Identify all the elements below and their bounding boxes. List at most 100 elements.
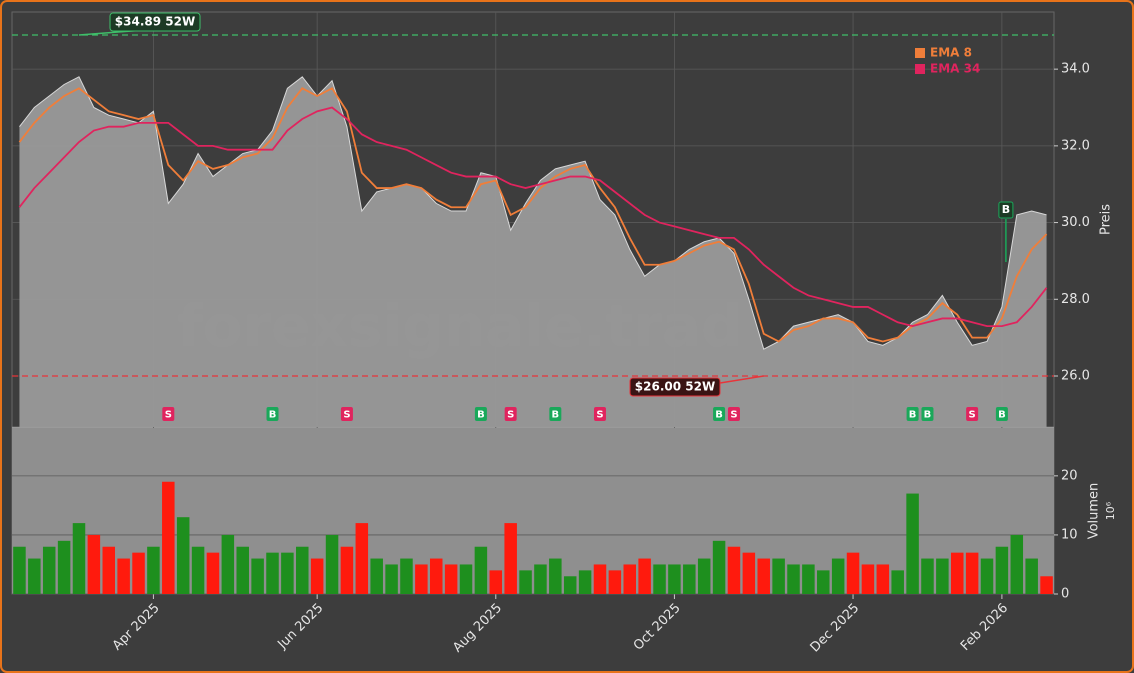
volume-bar [861,564,875,594]
volume-bar [608,570,622,594]
volume-bar [980,558,994,594]
volume-bar [995,546,1009,594]
volume-bar [340,546,354,594]
signal-label: B [924,410,932,421]
volume-bar [117,558,130,594]
signal-label: B [998,410,1006,421]
volume-bar [697,558,711,594]
signal-box [474,407,487,421]
signal-label: B [552,410,560,421]
volume-bar [504,523,517,594]
volume-bar [921,558,934,594]
level-arrow [719,375,764,384]
signal-box [504,407,517,421]
signal-box [713,407,726,421]
volume-bar [221,534,235,594]
volume-bar [519,570,532,594]
volume-bar [653,564,666,594]
volume-bar [712,540,726,594]
volume-bar [57,540,71,594]
volume-bar [444,564,458,594]
signal-label: B [269,410,277,421]
volume-bar [176,517,190,594]
y-tick-label: 28.0 [1061,292,1090,307]
ema-line [18,87,1048,343]
volume-bar [817,570,830,594]
volume-bar [802,564,815,594]
volume-bar [727,546,741,594]
legend-label: EMA 34 [930,62,980,76]
volume-bar [623,564,637,594]
volume-bar [1025,558,1038,594]
volume-bar [13,546,26,594]
volume-bar [400,558,413,594]
signal-box [966,407,979,421]
y-tick-label: 30.0 [1061,215,1090,230]
volume-bar [950,552,964,594]
signal-box [266,407,279,421]
volume-bar [206,552,220,594]
volume-bar [772,558,785,594]
signal-label: S [343,410,350,421]
volume-bar [742,552,756,594]
legend-swatch [915,48,925,58]
volume-bar [846,552,860,594]
volume-bar [593,564,607,594]
volume-bar [415,564,428,594]
volume-bar [162,481,175,594]
volume-bar [906,493,919,594]
signal-label: B [715,410,723,421]
volume-bar [668,564,681,594]
level-label: $26.00 52W [635,380,715,394]
y-axis-label: Preis [1099,204,1114,235]
volume-bar [147,546,160,594]
volume-bar [370,558,383,594]
signal-label: S [969,410,976,421]
volume-bar [683,564,696,594]
volume-bar [281,552,294,594]
volume-bar [266,552,279,594]
signal-box [162,407,175,421]
y-tick-label: 34.0 [1061,62,1090,77]
signal-label: B [909,410,917,421]
level-box [109,12,201,32]
volume-bar [474,546,488,594]
y-tick-label: 20 [1061,468,1078,483]
volume-bar [459,564,473,594]
y-tick-label: 32.0 [1061,138,1090,153]
volume-bar [1040,576,1053,594]
volume-bar [549,558,562,594]
marker-box [998,201,1014,219]
volume-bar [236,546,249,594]
legend-label: EMA 8 [930,46,972,60]
signal-box [593,407,606,421]
signal-label: S [596,410,603,421]
volume-bar [191,546,205,594]
volume-bar [325,534,339,594]
signal-box [340,407,353,421]
volume-bar [534,564,547,594]
volume-bar [42,546,56,594]
signal-label: S [730,410,737,421]
volume-bar [72,523,86,594]
volume-bar [936,558,949,594]
volume-bar [757,558,770,594]
marker-label: B [1002,203,1010,216]
volume-bar [28,558,41,594]
level-box [629,377,721,397]
volume-bar [251,558,264,594]
signal-label: B [477,410,485,421]
volume-bar [310,558,324,594]
y-tick-label: 26.0 [1061,368,1090,383]
volume-bar [429,558,443,594]
y-axis-label: Volumen [1087,483,1102,540]
signal-label: S [507,410,514,421]
signal-box [921,407,934,421]
volume-bar [638,558,651,594]
volume-bar [876,564,890,594]
signal-box [906,407,919,421]
signal-box [549,407,562,421]
close-line [19,76,1047,350]
y-axis-unit: 10⁶ [1104,501,1117,520]
